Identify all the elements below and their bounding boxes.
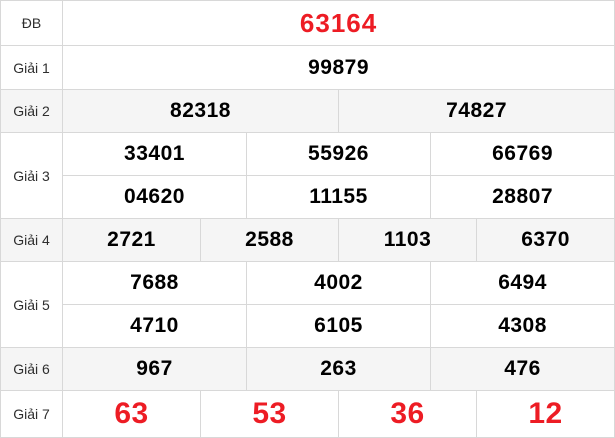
prize-value-1: 99879	[61, 45, 615, 90]
row-prize-1: Giải 1 99879	[0, 45, 615, 90]
row-prize-5a: Giải 5 7688 4002 6494	[0, 261, 615, 348]
prize-value-3-3: 66769	[429, 132, 615, 176]
prize-label-7: Giải 7	[0, 390, 63, 438]
prize-value-6-1: 967	[62, 347, 247, 391]
prize-value-2-2: 74827	[337, 89, 615, 133]
prize-value-3-4: 04620	[62, 175, 247, 219]
prize-value-3-6: 28807	[429, 175, 615, 219]
prize-label-3: Giải 3	[0, 132, 63, 219]
prize-value-4-4: 6370	[475, 218, 615, 262]
prize-value-7-2: 53	[200, 390, 339, 438]
prize-label-4: Giải 4	[0, 218, 63, 262]
prize-value-5-5: 6105	[246, 304, 431, 348]
row-prize-3a: Giải 3 33401 55926 66769	[0, 132, 615, 219]
prize-label-db: ĐB	[0, 0, 63, 46]
row-prize-2: Giải 2 82318 74827	[0, 89, 615, 133]
prize-label-2: Giải 2	[0, 89, 63, 133]
prize-value-6-3: 476	[429, 347, 615, 391]
row-prize-5b: 4710 6105 4308	[1, 304, 615, 348]
prize-value-5-4: 4710	[62, 304, 247, 348]
row-prize-6: Giải 6 967 263 476	[0, 347, 615, 391]
prize-value-db: 63164	[61, 0, 615, 46]
prize-value-3-5: 11155	[246, 175, 431, 219]
prize-value-5-3: 6494	[429, 261, 615, 305]
prize-value-7-1: 63	[62, 390, 201, 438]
prize-value-5-2: 4002	[246, 261, 431, 305]
prize-value-4-2: 2588	[200, 218, 339, 262]
prize-label-6: Giải 6	[0, 347, 63, 391]
prize-value-3-1: 33401	[62, 132, 247, 176]
prize-value-2-1: 82318	[62, 89, 339, 133]
prize-value-7-3: 36	[338, 390, 477, 438]
prize-label-1: Giải 1	[0, 45, 63, 90]
prize-value-5-1: 7688	[62, 261, 247, 305]
prize-value-7-4: 12	[475, 390, 615, 438]
row-special-prize: ĐB 63164	[0, 0, 615, 46]
prize-value-6-2: 263	[246, 347, 431, 391]
row-prize-7: Giải 7 63 53 36 12	[0, 390, 615, 438]
row-prize-3b: 04620 11155 28807	[1, 175, 615, 219]
prize-label-5: Giải 5	[0, 261, 63, 348]
row-prize-4: Giải 4 2721 2588 1103 6370	[0, 218, 615, 262]
prize-value-3-2: 55926	[246, 132, 431, 176]
prize-value-5-6: 4308	[429, 304, 615, 348]
prize-value-4-3: 1103	[338, 218, 477, 262]
prize-value-4-1: 2721	[62, 218, 201, 262]
